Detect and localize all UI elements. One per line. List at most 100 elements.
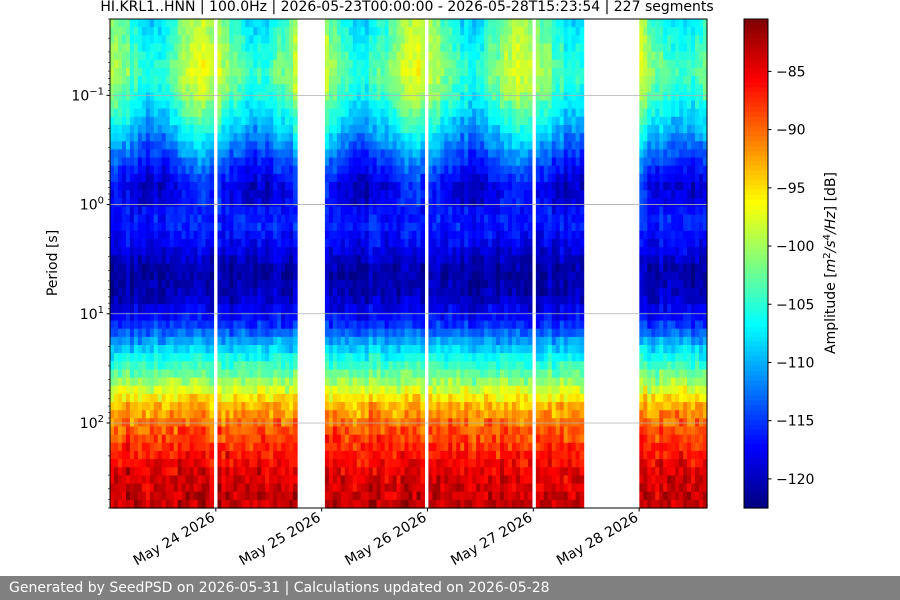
heatmap-cell xyxy=(400,198,406,208)
heatmap-cell xyxy=(233,385,238,395)
heatmap-cell xyxy=(165,483,171,493)
heatmap-cell xyxy=(145,377,151,387)
heatmap-cell xyxy=(281,320,286,330)
heatmap-cell xyxy=(149,67,155,77)
heatmap-cell xyxy=(121,124,127,134)
heatmap-cell xyxy=(113,141,119,150)
heatmap-cell xyxy=(121,336,127,346)
heatmap-cell xyxy=(137,345,143,354)
heatmap-cell xyxy=(233,100,238,110)
heatmap-cell xyxy=(149,255,155,265)
heatmap-cell xyxy=(233,320,238,330)
heatmap-cell xyxy=(468,336,473,346)
heatmap-cell xyxy=(476,43,481,53)
heatmap-cell xyxy=(221,353,227,362)
heatmap-cell xyxy=(141,76,147,85)
heatmap-cell xyxy=(229,279,234,289)
heatmap-cell xyxy=(273,385,278,395)
heatmap-cell xyxy=(448,76,453,85)
heatmap-cell xyxy=(332,239,338,248)
heatmap-cell xyxy=(328,84,334,93)
heatmap-cell xyxy=(277,491,282,501)
heatmap-cell xyxy=(209,141,215,150)
heatmap-cell xyxy=(344,353,350,362)
heatmap-cell xyxy=(376,279,382,289)
heatmap-cell xyxy=(356,336,362,346)
heatmap-cell xyxy=(229,108,234,118)
heatmap-cell xyxy=(165,108,171,118)
heatmap-cell xyxy=(472,92,477,102)
heatmap-cell xyxy=(249,345,254,354)
heatmap-cell xyxy=(265,182,270,191)
heatmap-cell xyxy=(460,59,465,69)
heatmap-cell xyxy=(432,271,437,281)
heatmap-cell xyxy=(293,361,298,371)
heatmap-cell xyxy=(125,426,131,436)
heatmap-cell xyxy=(444,182,449,191)
heatmap-cell xyxy=(249,312,254,322)
heatmap-cell xyxy=(237,426,242,436)
heatmap-cell xyxy=(145,369,151,379)
heatmap-cell xyxy=(344,247,350,256)
heatmap-cell xyxy=(372,124,378,134)
heatmap-cell xyxy=(257,255,262,265)
heatmap-cell xyxy=(444,475,449,485)
heatmap-cell xyxy=(189,385,195,395)
heatmap-cell xyxy=(452,149,457,159)
heatmap-cell xyxy=(289,369,294,379)
heatmap-cell xyxy=(293,206,298,216)
heatmap-cell xyxy=(356,271,362,281)
heatmap-cell xyxy=(217,239,223,248)
heatmap-cell xyxy=(368,434,374,444)
heatmap-cell xyxy=(368,100,374,110)
heatmap-cell xyxy=(344,434,350,444)
heatmap-cell xyxy=(328,410,334,419)
heatmap-cell xyxy=(181,467,187,476)
heatmap-cell xyxy=(392,51,398,61)
heatmap-cell xyxy=(233,92,238,102)
heatmap-cell xyxy=(328,377,334,387)
heatmap-cell xyxy=(293,239,298,248)
heatmap-cell xyxy=(289,133,294,142)
heatmap-cell xyxy=(249,442,254,452)
heatmap-cell xyxy=(209,491,215,501)
heatmap-cell xyxy=(356,84,362,93)
heatmap-cell xyxy=(185,385,191,395)
heatmap-cell xyxy=(121,328,127,338)
heatmap-cell xyxy=(340,198,346,208)
heatmap-cell xyxy=(265,345,270,354)
heatmap-cell xyxy=(125,312,131,322)
heatmap-cell xyxy=(229,133,234,142)
heatmap-cell xyxy=(237,377,242,387)
heatmap-cell xyxy=(388,35,394,45)
heatmap-cell xyxy=(293,255,298,265)
heatmap-cell xyxy=(416,434,422,444)
heatmap-cell xyxy=(384,27,390,36)
heatmap-cell xyxy=(432,214,437,224)
heatmap-cell xyxy=(420,165,426,175)
heatmap-cell xyxy=(400,19,406,28)
heatmap-cell xyxy=(472,27,477,36)
heatmap-cell xyxy=(153,426,159,436)
heatmap-cell xyxy=(269,353,274,362)
heatmap-cell xyxy=(110,165,115,175)
heatmap-cell xyxy=(117,84,123,93)
heatmap-cell xyxy=(368,345,374,354)
heatmap-cell xyxy=(416,116,422,126)
heatmap-cell xyxy=(217,426,223,436)
heatmap-cell xyxy=(125,361,131,371)
heatmap-cell xyxy=(129,434,135,444)
heatmap-cell xyxy=(404,141,410,150)
heatmap-cell xyxy=(169,247,175,256)
heatmap-cell xyxy=(257,76,262,85)
heatmap-cell xyxy=(257,190,262,199)
heatmap-cell xyxy=(448,84,453,93)
heatmap-cell xyxy=(460,393,465,403)
heatmap-cell xyxy=(380,206,386,216)
heatmap-cell xyxy=(340,271,346,281)
heatmap-cell xyxy=(257,173,262,183)
heatmap-cell xyxy=(440,499,445,509)
heatmap-cell xyxy=(285,328,290,338)
heatmap-cell xyxy=(189,165,195,175)
heatmap-cell xyxy=(440,328,445,338)
